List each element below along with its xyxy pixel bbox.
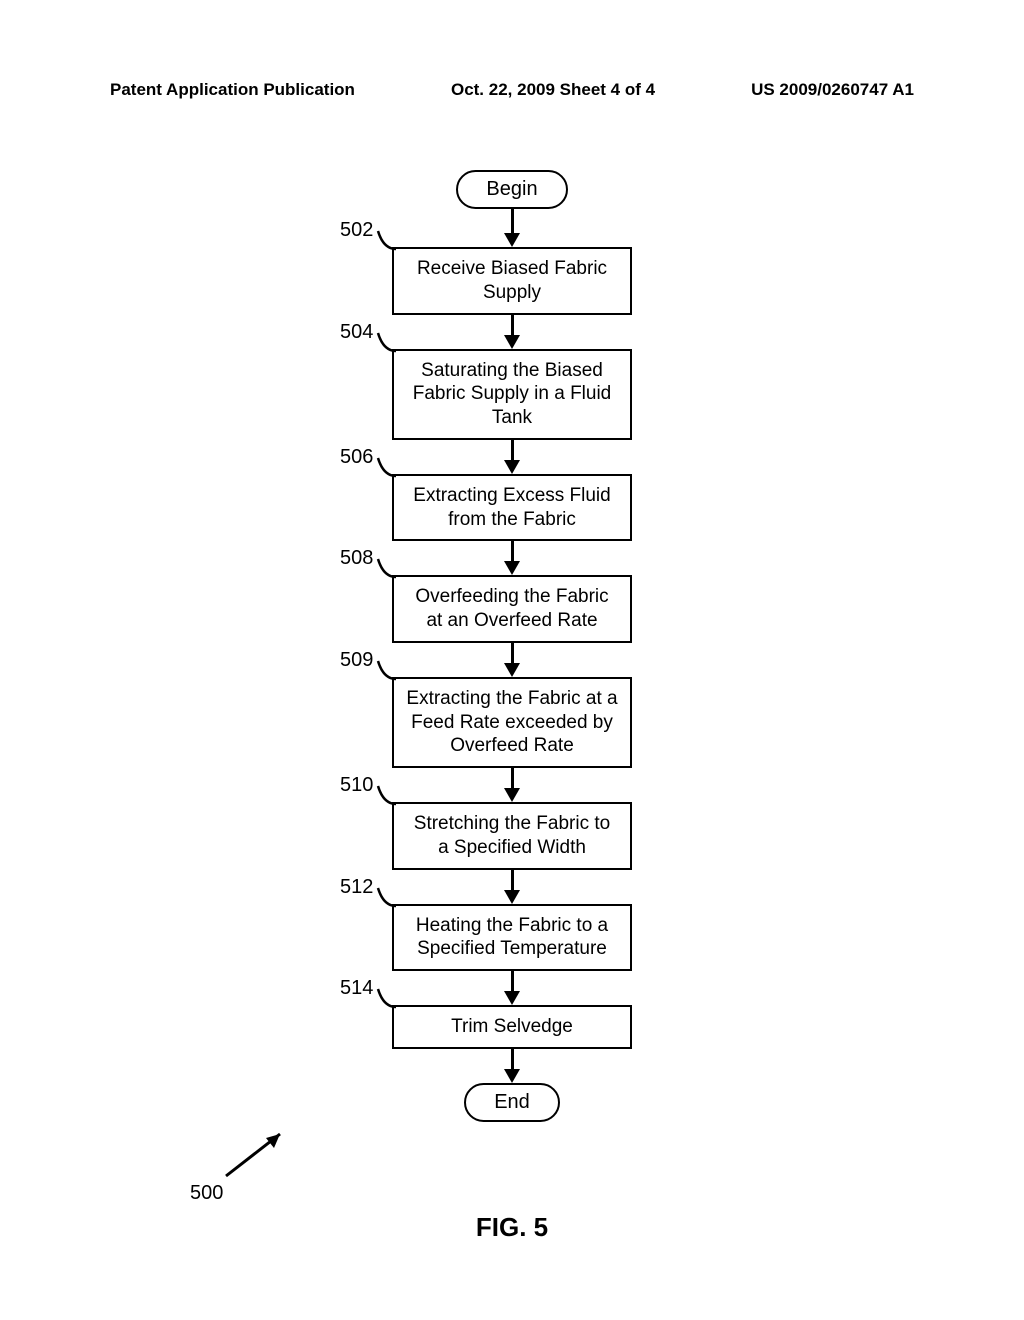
step-reference-number: 504 bbox=[340, 321, 373, 344]
process-step: Heating the Fabric to a Specified Temper… bbox=[392, 904, 632, 972]
flow-arrow bbox=[504, 1049, 520, 1083]
header-right: US 2009/0260747 A1 bbox=[751, 80, 914, 100]
process-step: Saturating the Biased Fabric Supply in a… bbox=[392, 349, 632, 440]
step-reference-number: 508 bbox=[340, 547, 373, 570]
leader-line bbox=[374, 884, 400, 910]
step-reference-number: 510 bbox=[340, 774, 373, 797]
process-step: Overfeeding the Fabric at an Overfeed Ra… bbox=[392, 575, 632, 643]
page-header: Patent Application Publication Oct. 22, … bbox=[0, 80, 1024, 100]
flow-arrow bbox=[504, 768, 520, 802]
step-reference-number: 512 bbox=[340, 876, 373, 899]
terminator-end: End bbox=[464, 1083, 560, 1122]
figure-reference-number: 500 bbox=[190, 1182, 223, 1204]
leader-line bbox=[374, 985, 400, 1011]
terminator-begin: Begin bbox=[456, 170, 567, 209]
leader-line bbox=[374, 454, 400, 480]
process-step: Extracting the Fabric at a Feed Rate exc… bbox=[392, 677, 632, 768]
leader-line bbox=[374, 227, 400, 253]
step-reference-number: 514 bbox=[340, 977, 373, 1000]
flow-arrow bbox=[504, 440, 520, 474]
header-center: Oct. 22, 2009 Sheet 4 of 4 bbox=[451, 80, 655, 100]
flowchart-column: Begin Receive Biased Fabric Supply Saturat… bbox=[392, 170, 632, 1122]
leader-line bbox=[374, 555, 400, 581]
flow-arrow bbox=[504, 541, 520, 575]
page: Patent Application Publication Oct. 22, … bbox=[0, 0, 1024, 1320]
flow-arrow bbox=[504, 971, 520, 1005]
process-step: Receive Biased Fabric Supply bbox=[392, 247, 632, 315]
header-left: Patent Application Publication bbox=[110, 80, 355, 100]
flow-arrow bbox=[504, 643, 520, 677]
leader-line bbox=[374, 782, 400, 808]
process-step: Extracting Excess Fluid from the Fabric bbox=[392, 474, 632, 542]
figure-reference-group: 500 bbox=[190, 1182, 223, 1205]
step-reference-number: 509 bbox=[340, 649, 373, 672]
process-step: Trim Selvedge bbox=[392, 1005, 632, 1049]
leader-line bbox=[374, 329, 400, 355]
process-step: Stretching the Fabric to a Specified Wid… bbox=[392, 802, 632, 870]
flow-arrow bbox=[504, 209, 520, 247]
leader-line bbox=[374, 657, 400, 683]
flow-arrow bbox=[504, 870, 520, 904]
figure-caption: FIG. 5 bbox=[476, 1212, 548, 1243]
flow-arrow bbox=[504, 315, 520, 349]
flowchart: Begin Receive Biased Fabric Supply Saturat… bbox=[0, 170, 1024, 1320]
step-reference-number: 506 bbox=[340, 446, 373, 469]
step-reference-number: 502 bbox=[340, 219, 373, 242]
